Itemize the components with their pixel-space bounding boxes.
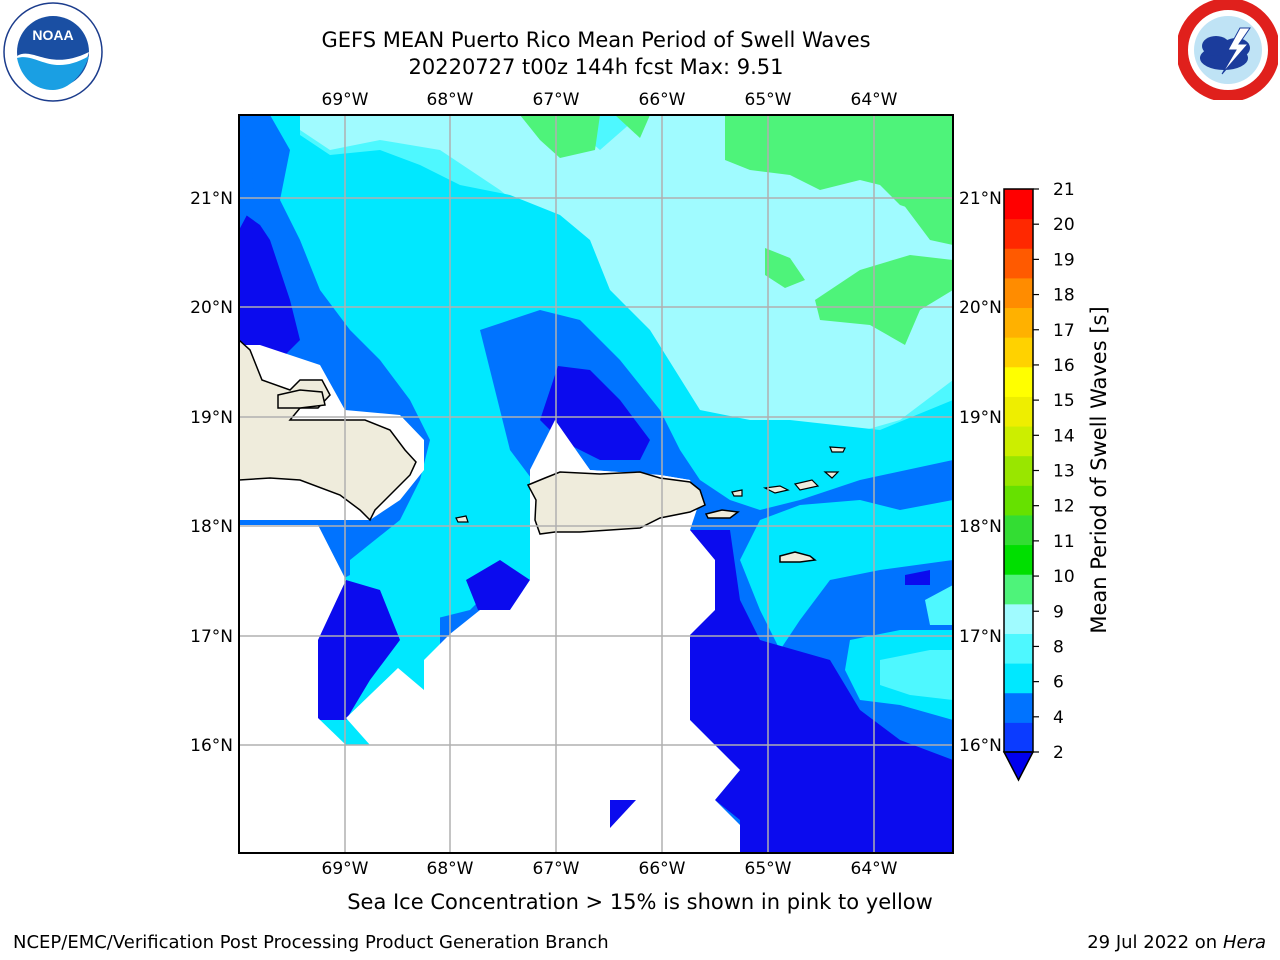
colorbar-segment: [1004, 692, 1033, 723]
lat-label-right: 17°N: [959, 627, 1002, 647]
colorbar-segment: [1004, 455, 1033, 486]
chart-title: GEFS MEAN Puerto Rico Mean Period of Swe…: [321, 28, 871, 52]
colorbar-tick-label: 6: [1053, 673, 1064, 693]
lon-label-bottom: 68°W: [427, 859, 474, 879]
colorbar-segment: [1004, 574, 1033, 605]
colorbar: 2 4 6 8 9 10 11 12 13 14 15 16 17 18 19 20 21: [1002, 180, 1075, 782]
lat-label-right: 18°N: [959, 517, 1002, 537]
lon-label-top: 66°W: [639, 90, 686, 110]
lat-label-right: 20°N: [959, 298, 1002, 318]
colorbar-tick-label: 15: [1053, 391, 1075, 411]
colorbar-segment: [1004, 396, 1033, 427]
colorbar-tick-label: 4: [1053, 708, 1064, 728]
colorbar-tick-label: 2: [1053, 743, 1064, 763]
date-stamp: 29 Jul 2022 on Hera: [1087, 932, 1266, 953]
colorbar-segment: [1004, 544, 1033, 575]
colorbar-tick-label: 17: [1053, 321, 1075, 341]
date-text: 29 Jul 2022 on: [1087, 932, 1218, 953]
colorbar-segment: [1004, 426, 1033, 457]
colorbar-segment: [1004, 514, 1033, 546]
noaa-logo: NOAA: [3, 2, 103, 102]
lon-label-top: 64°W: [851, 90, 898, 110]
colorbar-segment: [1004, 307, 1033, 338]
credit-text: NCEP/EMC/Verification Post Processing Pr…: [13, 932, 609, 953]
colorbar-tick-label: 19: [1053, 250, 1075, 270]
lon-label-bottom: 64°W: [851, 859, 898, 879]
colorbar-segment: [1004, 633, 1033, 664]
colorbar-label: Mean Period of Swell Waves [s]: [1087, 306, 1111, 633]
lat-label-right: 21°N: [959, 189, 1002, 209]
colorbar-tick-label: 14: [1053, 426, 1075, 446]
colorbar-tick-label: 13: [1053, 462, 1075, 482]
colorbar-segment: [1004, 189, 1033, 220]
colorbar-segment: [1004, 722, 1033, 753]
sea-ice-note: Sea Ice Concentration > 15% is shown in …: [347, 890, 933, 914]
lon-label-bottom: 69°W: [322, 859, 369, 879]
noaa-logo-text: NOAA: [32, 27, 73, 43]
chart-subtitle: 20220727 t00z 144h fcst Max: 9.51: [408, 55, 784, 79]
colorbar-underflow-arrow: [1002, 751, 1035, 782]
lat-label-left: 21°N: [190, 189, 233, 209]
colorbar-tick-label: 11: [1053, 532, 1075, 552]
colorbar-segment: [1004, 277, 1033, 309]
lon-label-top: 69°W: [322, 90, 369, 110]
colorbar-segment: [1004, 663, 1033, 694]
lat-label-left: 19°N: [190, 408, 233, 428]
colorbar-tick-label: 10: [1053, 567, 1075, 587]
colorbar-tick-label: 21: [1053, 180, 1075, 200]
colorbar-segment: [1004, 218, 1033, 249]
map-gridlines: [239, 115, 953, 853]
lat-label-right: 19°N: [959, 408, 1002, 428]
colorbar-tick-label: 20: [1053, 215, 1075, 235]
colorbar-segment: [1004, 366, 1033, 397]
host-name: Hera: [1222, 932, 1266, 953]
map-frame: [238, 114, 954, 854]
nws-logo: [1178, 0, 1278, 100]
colorbar-segment: [1004, 337, 1033, 368]
colorbar-segment: [1004, 485, 1033, 516]
colorbar-tick-label: 16: [1053, 356, 1075, 376]
colorbar-tick-label: 8: [1053, 637, 1064, 657]
swell-period-field: [239, 115, 953, 853]
lon-label-bottom: 65°W: [745, 859, 792, 879]
colorbar-segment: [1004, 248, 1033, 279]
colorbar-tick-label: 9: [1053, 602, 1064, 622]
lat-label-left: 17°N: [190, 627, 233, 647]
colorbar-tick-label: 12: [1053, 497, 1075, 517]
lon-label-bottom: 66°W: [639, 859, 686, 879]
colorbar-segment: [1004, 603, 1033, 634]
lon-label-bottom: 67°W: [533, 859, 580, 879]
lat-label-left: 16°N: [190, 736, 233, 756]
colorbar-tick-label: 18: [1053, 286, 1075, 306]
lon-label-top: 68°W: [427, 90, 474, 110]
lon-label-top: 67°W: [533, 90, 580, 110]
lat-label-left: 20°N: [190, 298, 233, 318]
lon-label-top: 65°W: [745, 90, 792, 110]
lat-label-right: 16°N: [959, 736, 1002, 756]
lat-label-left: 18°N: [190, 517, 233, 537]
